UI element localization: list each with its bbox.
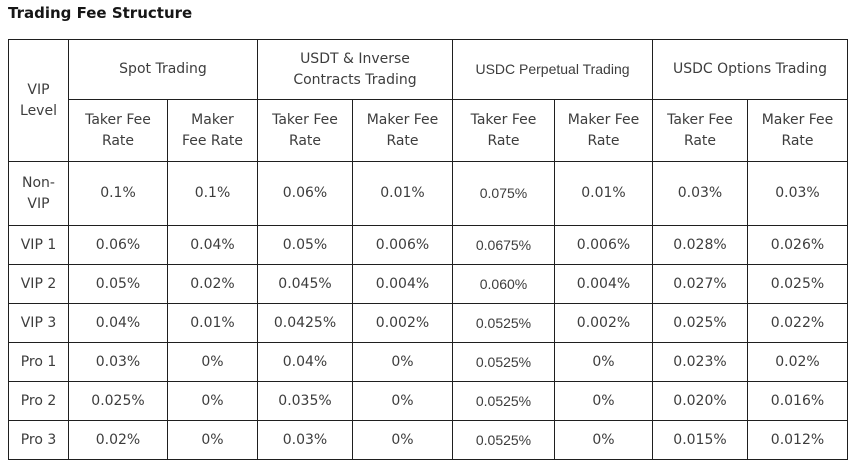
- fee-cell: 0.020%: [652, 381, 748, 421]
- fee-cell: 0.03%: [747, 161, 848, 226]
- fee-cell: 0.03%: [68, 342, 168, 382]
- fee-cell: 0%: [167, 381, 258, 421]
- vip-level-header: VIP Level: [8, 39, 69, 162]
- fee-cell: 0.004%: [352, 264, 453, 304]
- fee-cell: 0.0675%: [452, 225, 555, 265]
- fee-cell: 0%: [554, 381, 653, 421]
- group-header-row: VIP Level Spot Trading USDT & Inverse Co…: [8, 39, 848, 162]
- fee-cell: 0.03%: [257, 420, 353, 460]
- fee-cell: 0.0425%: [257, 303, 353, 343]
- fee-cell: 0.0525%: [452, 303, 555, 343]
- fee-cell: 0.02%: [167, 264, 258, 304]
- fee-cell: 0.1%: [68, 161, 168, 226]
- table-row-pro-3: Pro 3 0.02% 0% 0.03% 0% 0.0525% 0% 0.015…: [8, 420, 848, 460]
- vip-level-cell: VIP 3: [8, 303, 69, 343]
- fee-cell: 0%: [554, 420, 653, 460]
- table-row-non-vip: Non- VIP 0.1% 0.1% 0.06% 0.01% 0.075% 0.…: [8, 161, 848, 226]
- vip-level-cell: Pro 2: [8, 381, 69, 421]
- fee-cell: 0%: [352, 342, 453, 382]
- fee-cell: 0.006%: [554, 225, 653, 265]
- fee-cell: 0.06%: [257, 161, 353, 226]
- fee-cell: 0.05%: [257, 225, 353, 265]
- fee-cell: 0.1%: [167, 161, 258, 226]
- sub-header-usdc-perp-maker: Maker Fee Rate: [554, 99, 653, 162]
- fee-cell: 0.025%: [68, 381, 168, 421]
- vip-level-cell: Pro 1: [8, 342, 69, 382]
- fee-cell: 0.002%: [352, 303, 453, 343]
- fee-cell: 0.01%: [554, 161, 653, 226]
- sub-header-spot-taker: Taker Fee Rate: [68, 99, 168, 162]
- trading-fee-table: VIP Level Spot Trading USDT & Inverse Co…: [8, 39, 848, 460]
- vip-level-cell: Pro 3: [8, 420, 69, 460]
- fee-cell: 0.0525%: [452, 381, 555, 421]
- table-row-vip-2: VIP 2 0.05% 0.02% 0.045% 0.004% 0.060% 0…: [8, 264, 848, 304]
- fee-cell: 0.02%: [747, 342, 848, 382]
- page-title: Trading Fee Structure: [8, 4, 193, 22]
- fee-cell: 0.006%: [352, 225, 453, 265]
- group-header-usdc-options: USDC Options Trading: [652, 39, 848, 100]
- table-row-vip-1: VIP 1 0.06% 0.04% 0.05% 0.006% 0.0675% 0…: [8, 225, 848, 265]
- sub-header-usdc-options-maker: Maker Fee Rate: [747, 99, 848, 162]
- sub-header-usdt-maker: Maker Fee Rate: [352, 99, 453, 162]
- vip-level-cell: VIP 2: [8, 264, 69, 304]
- fee-cell: 0.01%: [352, 161, 453, 226]
- fee-cell: 0.04%: [68, 303, 168, 343]
- fee-cell: 0.015%: [652, 420, 748, 460]
- fee-cell: 0.06%: [68, 225, 168, 265]
- fee-cell: 0.025%: [652, 303, 748, 343]
- table-row-pro-2: Pro 2 0.025% 0% 0.035% 0% 0.0525% 0% 0.0…: [8, 381, 848, 421]
- fee-cell: 0%: [554, 342, 653, 382]
- group-header-usdt-inverse-contracts: USDT & Inverse Contracts Trading: [257, 39, 453, 100]
- fee-cell: 0.012%: [747, 420, 848, 460]
- sub-header-spot-maker: Maker Fee Rate: [167, 99, 258, 162]
- fee-cell: 0%: [352, 420, 453, 460]
- fee-cell: 0.0525%: [452, 342, 555, 382]
- vip-level-cell: Non- VIP: [8, 161, 69, 226]
- fee-cell: 0.045%: [257, 264, 353, 304]
- fee-cell: 0.02%: [68, 420, 168, 460]
- fee-cell: 0.05%: [68, 264, 168, 304]
- fee-cell: 0%: [352, 381, 453, 421]
- fee-cell: 0.0525%: [452, 420, 555, 460]
- fee-cell: 0%: [167, 420, 258, 460]
- fee-cell: 0.022%: [747, 303, 848, 343]
- fee-cell: 0.04%: [167, 225, 258, 265]
- sub-header-usdt-taker: Taker Fee Rate: [257, 99, 353, 162]
- group-header-usdc-perpetual: USDC Perpetual Trading: [452, 39, 653, 100]
- fee-cell: 0.028%: [652, 225, 748, 265]
- sub-header-row: Taker Fee Rate Maker Fee Rate Taker Fee …: [9, 99, 848, 162]
- vip-level-cell: VIP 1: [8, 225, 69, 265]
- fee-cell: 0.023%: [652, 342, 748, 382]
- sub-header-usdc-perp-taker: Taker Fee Rate: [452, 99, 555, 162]
- fee-cell: 0%: [167, 342, 258, 382]
- fee-cell: 0.026%: [747, 225, 848, 265]
- fee-cell: 0.027%: [652, 264, 748, 304]
- fee-cell: 0.025%: [747, 264, 848, 304]
- fee-cell: 0.04%: [257, 342, 353, 382]
- fee-cell: 0.016%: [747, 381, 848, 421]
- fee-cell: 0.03%: [652, 161, 748, 226]
- fee-cell: 0.060%: [452, 264, 555, 304]
- fee-cell: 0.075%: [452, 161, 555, 226]
- fee-cell: 0.035%: [257, 381, 353, 421]
- fee-cell: 0.004%: [554, 264, 653, 304]
- fee-cell: 0.002%: [554, 303, 653, 343]
- sub-header-usdc-options-taker: Taker Fee Rate: [652, 99, 748, 162]
- fee-cell: 0.01%: [167, 303, 258, 343]
- table-row-pro-1: Pro 1 0.03% 0% 0.04% 0% 0.0525% 0% 0.023…: [8, 342, 848, 382]
- table-row-vip-3: VIP 3 0.04% 0.01% 0.0425% 0.002% 0.0525%…: [8, 303, 848, 343]
- group-header-spot-trading: Spot Trading: [68, 39, 258, 100]
